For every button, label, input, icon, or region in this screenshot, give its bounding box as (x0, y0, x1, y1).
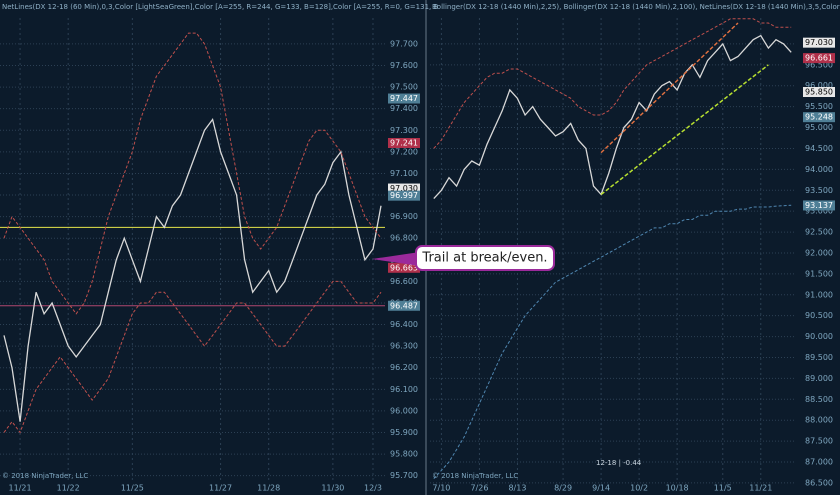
y-tick-label: 96.200 (390, 363, 418, 372)
y-tick-label: 95.700 (390, 471, 418, 480)
y-tick-label: 95.500 (805, 102, 833, 111)
price-marker-label: 97.030 (805, 38, 833, 47)
x-tick-label: 11/25 (121, 484, 144, 493)
copyright: © 2018 NinjaTrader, LLC (432, 472, 518, 480)
band-line (3, 32, 382, 315)
y-tick-label: 96.600 (390, 277, 418, 286)
y-tick-label: 96.800 (390, 234, 418, 243)
x-tick-label: 9/14 (592, 484, 610, 493)
y-tick-label: 97.700 (390, 39, 418, 48)
y-tick-label: 97.100 (390, 169, 418, 178)
y-tick-label: 95.800 (390, 450, 418, 459)
x-tick-label: 10/18 (666, 484, 689, 493)
price-marker (803, 87, 835, 98)
price-marker-label: 96.997 (390, 191, 418, 200)
y-tick-label: 94.000 (805, 165, 833, 174)
y-tick-label: 93.000 (805, 207, 833, 216)
price-marker (803, 200, 835, 211)
x-tick-label: 11/21 (9, 484, 32, 493)
y-tick-label: 90.500 (805, 311, 833, 320)
x-tick-label: 7/26 (470, 484, 488, 493)
price-marker-label: 97.447 (390, 94, 418, 103)
x-tick-label: 8/13 (508, 484, 526, 493)
y-tick-label: 97.500 (390, 83, 418, 92)
callout-text: Trail at break/even. (421, 251, 547, 266)
y-tick-label: 90.000 (805, 332, 833, 341)
y-tick-label: 96.500 (805, 60, 833, 69)
price-marker (803, 53, 835, 64)
y-tick-label: 97.400 (390, 104, 418, 113)
status-label: 12-18 | -0.44 (596, 459, 642, 467)
y-tick-label: 96.000 (390, 406, 418, 415)
x-tick-label: 8/29 (554, 484, 572, 493)
price-marker (388, 137, 420, 148)
price-marker (803, 37, 835, 48)
y-tick-label: 91.000 (805, 290, 833, 299)
price-marker (388, 190, 420, 201)
panel-header: Bollinger(DX 12-18 (1440 Min),2,25), Bol… (432, 3, 840, 11)
callout: Trail at break/even. (372, 245, 555, 271)
y-tick-label: 88.000 (805, 416, 833, 425)
price-marker-label: 97.030 (390, 184, 418, 193)
copyright: © 2018 NinjaTrader, LLC (2, 472, 88, 480)
price-line (3, 118, 382, 422)
price-marker-label: 96.661 (805, 54, 833, 63)
x-tick-label: 7/10 (432, 484, 450, 493)
y-tick-label: 96.400 (390, 320, 418, 329)
band-line (433, 204, 792, 480)
y-tick-label: 95.900 (390, 428, 418, 437)
y-tick-label: 86.500 (805, 478, 833, 487)
band-line (433, 18, 792, 149)
callout-arrow (372, 252, 420, 266)
y-tick-label: 94.500 (805, 144, 833, 153)
price-marker-label: 93.137 (805, 201, 833, 210)
trend-line (600, 64, 769, 196)
y-tick-label: 97.200 (390, 147, 418, 156)
price-marker-label: 95.248 (805, 113, 833, 122)
price-marker-label: 97.241 (390, 138, 418, 147)
trend-line (600, 22, 739, 154)
y-tick-label: 96.300 (390, 342, 418, 351)
y-tick-label: 97.300 (390, 126, 418, 135)
price-marker (388, 262, 420, 273)
price-marker-label: 95.850 (805, 88, 833, 97)
x-tick-label: 11/21 (749, 484, 772, 493)
y-tick-label: 92.000 (805, 248, 833, 257)
x-tick-label: 11/22 (57, 484, 80, 493)
x-tick-label: 10/2 (630, 484, 648, 493)
x-tick-label: 11/5 (714, 484, 732, 493)
y-tick-label: 96.900 (390, 212, 418, 221)
price-marker (388, 93, 420, 104)
y-tick-label: 89.000 (805, 374, 833, 383)
y-tick-label: 93.500 (805, 186, 833, 195)
price-marker-label: 96.487 (390, 301, 418, 310)
band-line (3, 280, 382, 434)
y-tick-label: 95.000 (805, 123, 833, 132)
y-tick-label: 97.600 (390, 61, 418, 70)
x-tick-label: 11/28 (257, 484, 280, 493)
y-tick-label: 88.500 (805, 395, 833, 404)
y-tick-label: 87.000 (805, 458, 833, 467)
x-tick-label: 11/27 (209, 484, 232, 493)
y-tick-label: 91.500 (805, 269, 833, 278)
y-tick-label: 92.500 (805, 228, 833, 237)
panel-header: NetLines(DX 12-18 (60 Min),0,3,Color [Li… (2, 3, 438, 11)
price-marker (388, 300, 420, 311)
y-tick-label: 96.100 (390, 385, 418, 394)
y-tick-label: 96.000 (805, 81, 833, 90)
callout-box (415, 245, 555, 271)
price-line (433, 34, 792, 200)
price-marker-label: 96.663 (390, 263, 418, 272)
x-tick-label: 11/30 (321, 484, 344, 493)
y-tick-label: 87.500 (805, 437, 833, 446)
price-marker (803, 112, 835, 123)
price-marker (388, 183, 420, 194)
x-tick-label: 12/3 (364, 484, 382, 493)
y-tick-label: 89.500 (805, 353, 833, 362)
